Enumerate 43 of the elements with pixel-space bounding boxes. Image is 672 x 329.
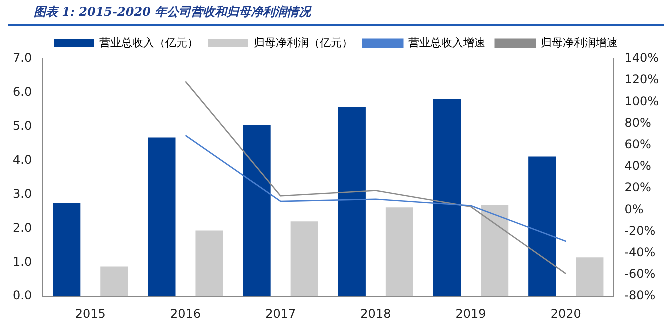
x-tick-label: 2016 bbox=[170, 306, 202, 321]
y2-tick-label: 80% bbox=[624, 116, 652, 130]
y2-tick-label: 60% bbox=[624, 138, 652, 152]
y2-tick-label: 120% bbox=[624, 72, 660, 87]
y2-tick-label: -40% bbox=[624, 246, 656, 260]
bar bbox=[196, 230, 224, 297]
bar bbox=[433, 99, 462, 297]
y2-tick-label: 140% bbox=[624, 51, 660, 66]
y-tick-label: 5.0 bbox=[12, 119, 32, 134]
bar bbox=[100, 266, 128, 297]
y-tick-label: 1.0 bbox=[12, 254, 32, 269]
y2-tick-label: 20% bbox=[624, 180, 652, 195]
x-tick-label: 2019 bbox=[456, 306, 486, 321]
x-tick-label: 2018 bbox=[360, 306, 392, 321]
bar bbox=[386, 208, 414, 297]
legend-label: 归母净利润增速 bbox=[541, 36, 618, 50]
bar bbox=[243, 125, 271, 297]
y2-tick-label: 0% bbox=[624, 202, 644, 216]
x-tick-label: 2015 bbox=[75, 306, 106, 321]
legend-label: 归母净利润（亿元） bbox=[254, 36, 353, 50]
y2-tick-label: -80% bbox=[624, 288, 656, 303]
bar bbox=[53, 203, 81, 297]
y-tick-label: 6.0 bbox=[12, 85, 32, 100]
bar bbox=[481, 204, 509, 297]
bar bbox=[528, 156, 556, 297]
y-tick-label: 0.0 bbox=[12, 288, 32, 303]
legend-label: 营业总收入增速 bbox=[408, 36, 486, 50]
chart-title: 图表 1: 2015-2020 年公司营收和归母净利润情况 bbox=[8, 0, 664, 26]
y-tick-label: 3.0 bbox=[12, 186, 32, 201]
y2-tick-label: 100% bbox=[624, 94, 660, 108]
bar bbox=[290, 222, 318, 297]
x-tick-label: 2017 bbox=[266, 306, 296, 321]
y2-tick-label: -20% bbox=[624, 224, 656, 238]
legend-label: 营业总收入（亿元） bbox=[100, 36, 198, 50]
x-tick-label: 2020 bbox=[550, 306, 582, 321]
bar bbox=[338, 107, 366, 297]
y2-tick-label: 40% bbox=[624, 159, 652, 174]
bar bbox=[148, 138, 176, 297]
y2-tick-label: -60% bbox=[624, 267, 656, 282]
y-tick-label: 2.0 bbox=[12, 220, 32, 235]
y-tick-label: 4.0 bbox=[12, 152, 32, 167]
bar bbox=[576, 258, 604, 297]
y-tick-label: 7.0 bbox=[12, 51, 32, 66]
